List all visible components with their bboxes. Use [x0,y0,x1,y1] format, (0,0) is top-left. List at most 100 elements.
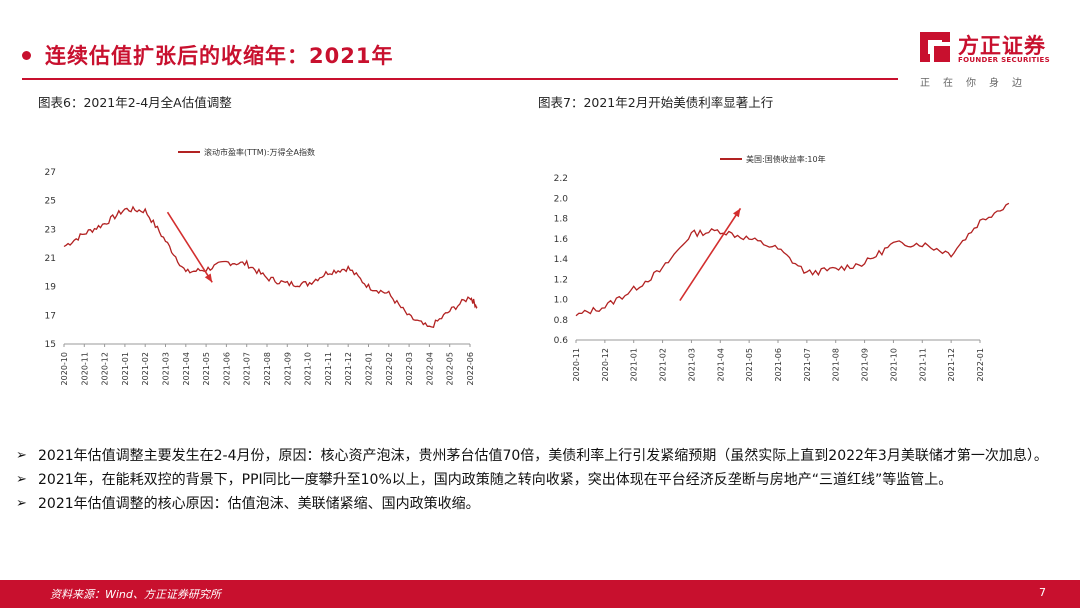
data-point [124,208,126,210]
data-point [1008,202,1010,204]
y-tick-label: 1.2 [554,275,568,285]
x-tick-label: 2021-12 [344,352,353,385]
data-point [225,261,227,263]
data-point [633,288,635,290]
x-tick-label: 2021-09 [861,348,870,381]
data-point [428,327,430,329]
x-tick-label: 2021-06 [774,348,783,381]
x-tick-label: 2021-02 [141,352,150,385]
x-tick-label: 2020-12 [601,348,610,381]
title-bullet-dot [22,50,31,60]
y-tick-label: 25 [45,197,56,207]
arrow-head-icon [733,208,741,218]
arrow-head-icon [204,273,213,283]
data-point [662,268,664,270]
x-tick-label: 2021-11 [918,348,927,381]
data-point [864,262,866,264]
arrow-bullet-icon: ➢ [16,448,27,463]
data-point [144,210,146,212]
slide-title: 连续估值扩张后的收缩年：2021年 [45,44,394,68]
x-tick-label: 2021-07 [243,352,252,385]
y-tick-label: 1.0 [554,296,569,306]
x-tick-label: 2021-01 [121,352,130,385]
data-point [921,243,923,245]
x-tick-label: 2021-11 [324,352,333,385]
data-point [777,248,779,250]
y-tick-label: 1.4 [554,255,569,265]
data-point [185,271,187,273]
y-tick-label: 23 [45,225,56,235]
data-point [327,271,329,273]
x-tick-label: 2020-11 [80,352,89,385]
upward-arrow-icon [679,207,742,301]
y-tick-label: 1.6 [554,235,569,245]
x-tick-label: 2022-01 [976,348,985,381]
logo-english-name: FOUNDER SECURITIES [958,56,1050,64]
series-line [575,202,1010,317]
x-tick-label: 2021-08 [263,352,272,385]
data-point [950,253,952,255]
data-point [449,310,451,312]
data-point [469,296,471,298]
x-tick-label: 2020-10 [60,352,69,385]
x-tick-label: 2020-12 [101,352,110,385]
data-point [307,283,309,285]
x-tick-label: 2021-07 [803,348,812,381]
x-tick-label: 2020-11 [572,348,581,381]
y-tick-label: 2.0 [554,194,569,204]
x-tick-label: 2021-04 [182,352,191,385]
data-point [979,221,981,223]
pe-ratio-chart: 滚动市盈率(TTM):万得全A指数 27 25 23 21 19 17 15 2020-10 20… [45,147,478,385]
title-divider [22,78,898,80]
legend-label: 滚动市盈率(TTM):万得全A指数 [204,147,315,157]
series-line [63,205,478,329]
list-item: ➢ 2021年，在能耗双控的背景下，PPI同比一度攀升至10%以上，国内政策随之… [16,468,1056,492]
bullet-text: 2021年估值调整主要发生在2-4月份，原因：核心资产泡沫，贵州茅台估值70倍，… [38,448,1048,464]
legend-label: 美国:国债收益率:10年 [746,154,826,164]
x-tick-label: 2021-01 [630,348,639,381]
arrow-bullet-icon: ➢ [16,472,27,487]
y-tick-label: 0.8 [554,316,569,326]
page-number: 7 [1039,586,1046,599]
arrow-bullet-icon: ➢ [16,496,27,511]
data-point [690,233,692,235]
data-point [104,223,106,225]
data-point [835,268,837,270]
data-point [719,230,721,232]
footer-source-note: 资料来源：Wind、方正证券研究所 [50,588,221,601]
logo-slogan: 正在你身边 [920,78,1035,89]
x-tick-label: 2021-12 [947,348,956,381]
downward-arrow-icon [166,211,213,283]
x-tick-label: 2021-05 [745,348,754,381]
y-tick-label: 17 [45,311,56,321]
y-tick-label: 21 [45,254,56,264]
company-logo: 方正证券 FOUNDER SECURITIES 正在你身边 [918,28,1068,90]
data-point [63,246,65,248]
x-tick-label: 2022-02 [385,352,394,385]
data-point [604,306,606,308]
data-point [286,283,288,285]
x-tick-label: 2021-09 [283,352,292,385]
bullet-text: 2021年估值调整的核心原因：估值泡沫、美联储紧缩、国内政策收缩。 [38,496,480,512]
data-point [408,316,410,318]
x-tick-label: 2021-04 [716,348,725,381]
data-point [388,293,390,295]
data-point [368,286,370,288]
logo-mark-icon [920,32,950,62]
figure-7-caption: 图表7：2021年2月开始美债利率显著上行 [538,95,774,110]
key-points-list: ➢ 2021年估值调整主要发生在2-4月份，原因：核心资产泡沫，贵州茅台估值70… [16,444,1056,516]
x-tick-label: 2021-06 [222,352,231,385]
x-tick-label: 2022-05 [446,352,455,385]
y-tick-label: 15 [45,340,56,350]
us-treasury-yield-chart: 美国:国债收益率:10年2.22.01.81.61.41.21.00.80.62… [554,154,1010,381]
x-tick-label: 2021-10 [304,352,313,385]
y-tick-label: 0.6 [554,336,569,346]
x-tick-label: 2021-03 [687,348,696,381]
data-point [83,233,85,235]
y-tick-label: 19 [45,283,57,293]
list-item: ➢ 2021年估值调整主要发生在2-4月份，原因：核心资产泡沫，贵州茅台估值70… [16,444,1056,468]
data-point [246,263,248,265]
y-tick-label: 2.2 [554,174,568,184]
data-point [748,238,750,240]
data-point [575,315,577,317]
